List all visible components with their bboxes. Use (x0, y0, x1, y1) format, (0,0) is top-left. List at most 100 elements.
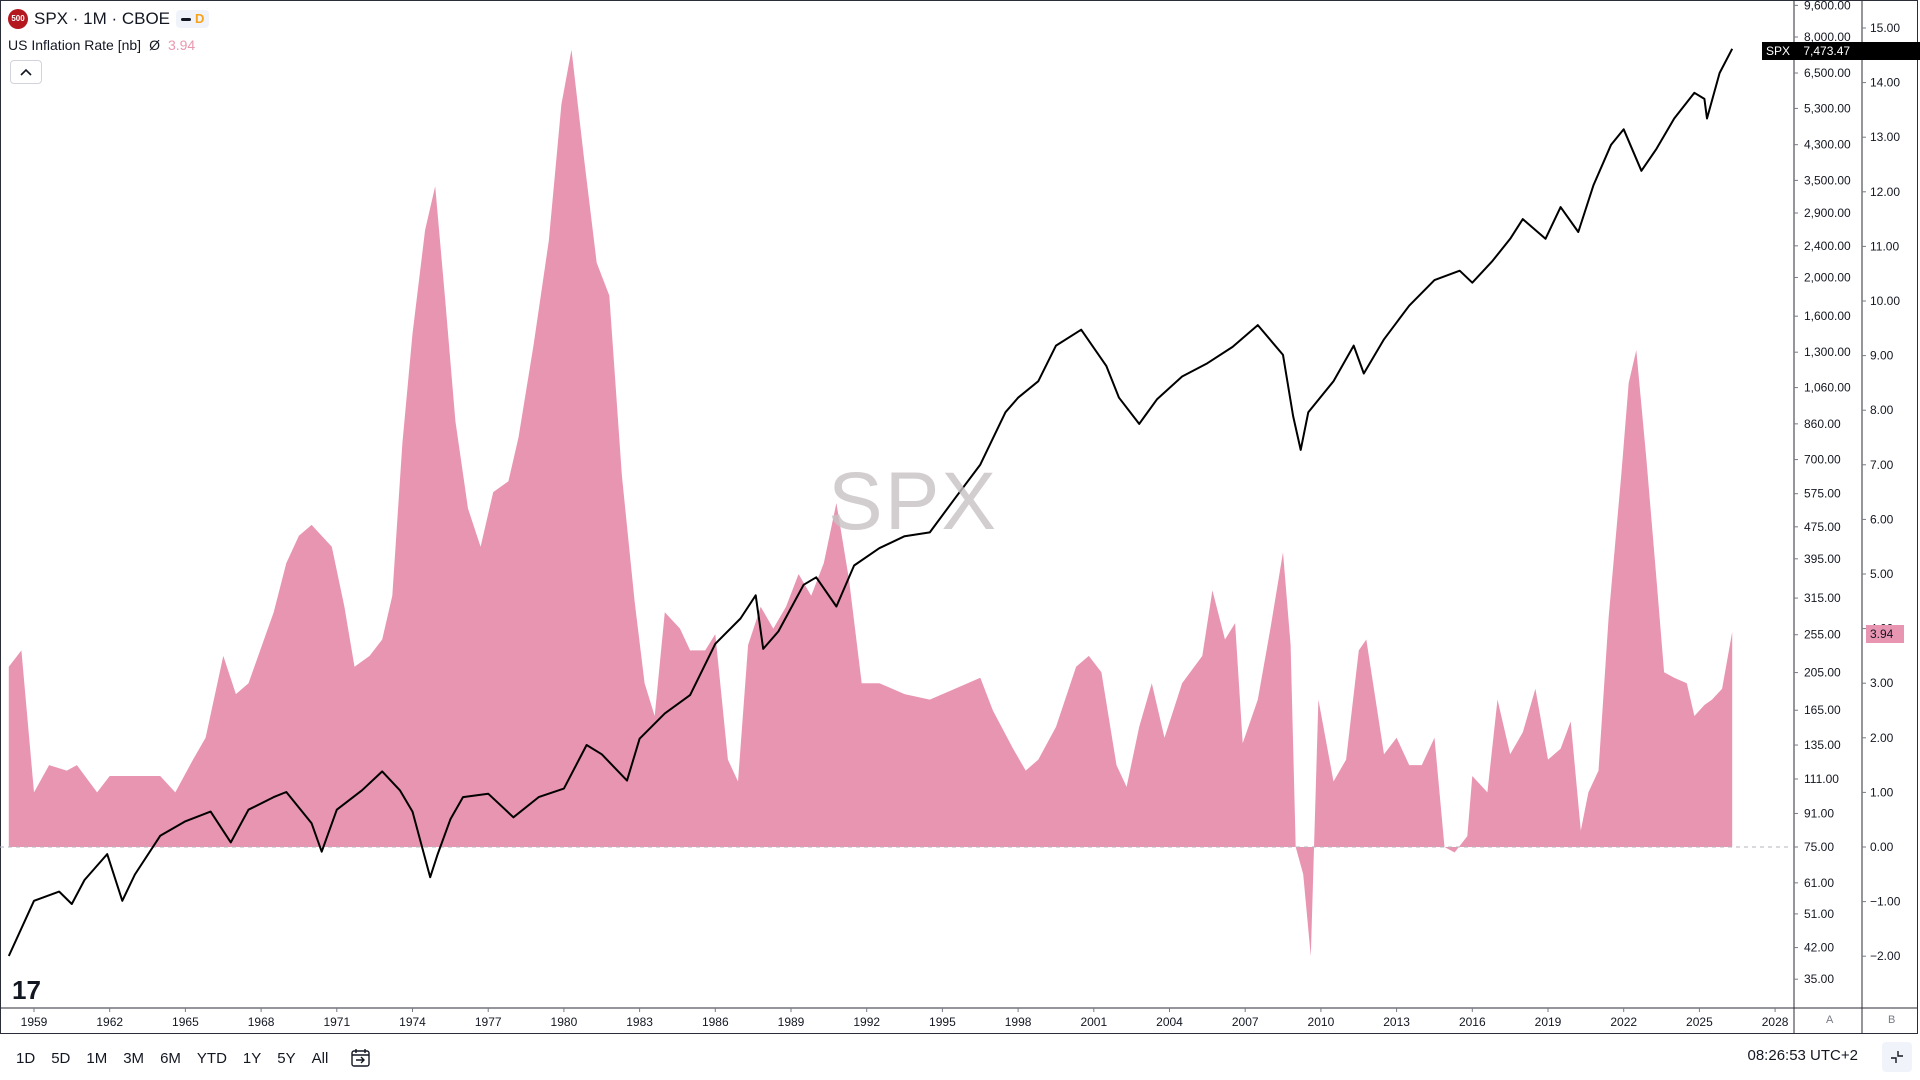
inflation-area (8, 49, 1733, 957)
indicator-name[interactable]: US Inflation Rate [nb] (8, 37, 142, 53)
timeframe-3m[interactable]: 3M (123, 1049, 145, 1067)
left-tick-label: 8,000.00 (1804, 30, 1851, 44)
price-tag-symbol: SPX (1766, 44, 1791, 58)
indicator-value: 3.94 (167, 37, 196, 53)
left-tick-label: 205.00 (1804, 666, 1841, 680)
x-tick-label: 2010 (1308, 1015, 1335, 1029)
left-tick-label: 91.00 (1804, 806, 1834, 820)
x-tick-label: 1962 (96, 1015, 123, 1029)
x-tick-label: 1980 (551, 1015, 578, 1029)
right-tick-label: 13.00 (1870, 130, 1900, 144)
left-tick-label: 165.00 (1804, 703, 1841, 717)
fullscreen-button[interactable] (1882, 1042, 1912, 1072)
spx-price-line (7, 48, 1734, 957)
left-tick-label: 4,300.00 (1804, 138, 1851, 152)
scale-toggle-a[interactable]: A (1826, 1014, 1834, 1026)
x-tick-label: 2013 (1383, 1015, 1410, 1029)
timeframe-ytd[interactable]: YTD (196, 1049, 227, 1067)
left-tick-label: 395.00 (1804, 552, 1841, 566)
price-tag-value: 7,473.47 (1803, 44, 1851, 58)
right-tick-label: 3.00 (1870, 676, 1894, 690)
data-delay-badge: D (195, 11, 205, 26)
x-tick-label: 1968 (248, 1015, 275, 1029)
calendar-goto-icon[interactable] (350, 1047, 372, 1069)
x-tick-label: 1992 (853, 1015, 880, 1029)
left-tick-label: 75.00 (1804, 840, 1834, 854)
clock[interactable]: 08:26:53 UTC+2 (1747, 1047, 1859, 1064)
timeframe-5d[interactable]: 5D (51, 1049, 71, 1067)
x-tick-label: 1977 (475, 1015, 502, 1029)
indicator-legend-row[interactable]: US Inflation Rate [nb] Ø 3.94 (8, 32, 209, 58)
inflation-area-layer (0, 49, 1790, 957)
right-tick-label: 14.00 (1870, 76, 1900, 90)
x-tick-label: 1983 (626, 1015, 653, 1029)
left-tick-label: 575.00 (1804, 487, 1841, 501)
symbol-logo-icon: 500 (8, 9, 28, 29)
left-tick-label: 1,600.00 (1804, 309, 1851, 323)
left-tick-label: 61.00 (1804, 876, 1834, 890)
x-tick-label: 1989 (778, 1015, 805, 1029)
right-tick-label: 5.00 (1870, 567, 1894, 581)
tradingview-logo-icon[interactable]: 17 (12, 975, 41, 1005)
left-tick-label: 111.00 (1804, 772, 1839, 786)
x-tick-label: 2028 (1762, 1015, 1789, 1029)
x-tick-label: 2001 (1080, 1015, 1107, 1029)
x-tick-label: 2007 (1232, 1015, 1259, 1029)
x-tick-label: 1998 (1005, 1015, 1032, 1029)
timeframe-1y[interactable]: 1Y (242, 1049, 262, 1067)
spx-price-tag: SPX 7,473.47 (1762, 42, 1920, 60)
right-tick-label: −2.00 (1870, 949, 1901, 963)
left-tick-label: 1,300.00 (1804, 345, 1851, 359)
left-tick-label: 1,060.00 (1804, 381, 1851, 395)
timeframe-all[interactable]: All (311, 1049, 329, 1067)
scale-toggle-b[interactable]: B (1888, 1014, 1896, 1026)
left-tick-label: 2,400.00 (1804, 239, 1851, 253)
x-tick-label: 1971 (323, 1015, 350, 1029)
left-tick-label: 51.00 (1804, 907, 1834, 921)
indicator-symbol: Ø (149, 37, 160, 53)
timeframe-1d[interactable]: 1D (16, 1049, 36, 1067)
chevron-up-icon (20, 68, 32, 76)
right-tick-label: −1.00 (1870, 895, 1901, 909)
right-tick-label: 7.00 (1870, 458, 1894, 472)
chart-legend: 500 SPX · 1M · CBOE D US Inflation Rate … (8, 6, 210, 58)
left-tick-label: 9,600.00 (1804, 0, 1851, 12)
left-tick-label: 5,300.00 (1804, 101, 1851, 115)
timeframe-5y[interactable]: 5Y (277, 1049, 296, 1067)
left-tick-label: 42.00 (1804, 941, 1834, 955)
timeframe-1m[interactable]: 1M (86, 1049, 108, 1067)
symbol-legend-row[interactable]: 500 SPX · 1M · CBOE D (8, 6, 210, 32)
x-tick-label: 1959 (21, 1015, 48, 1029)
symbol-watermark: SPX (828, 456, 999, 547)
left-tick-label: 860.00 (1804, 417, 1841, 431)
x-tick-label: 1986 (702, 1015, 729, 1029)
x-tick-label: 1995 (929, 1015, 956, 1029)
right-tick-label: 9.00 (1870, 349, 1894, 363)
x-tick-label: 1965 (172, 1015, 199, 1029)
left-tick-label: 3,500.00 (1804, 173, 1851, 187)
right-tick-label: 15.00 (1870, 21, 1900, 35)
left-tick-label: 255.00 (1804, 628, 1841, 642)
right-tick-label: 0.00 (1870, 840, 1894, 854)
right-tick-label: 8.00 (1870, 403, 1894, 417)
right-tick-label: 6.00 (1870, 512, 1894, 526)
left-tick-label: 2,900.00 (1804, 206, 1851, 220)
legend-collapse-button[interactable] (10, 60, 42, 84)
minus-icon (181, 17, 192, 21)
fullscreen-icon (1891, 1051, 1903, 1063)
x-tick-label: 2004 (1156, 1015, 1183, 1029)
x-tick-label: 2022 (1610, 1015, 1637, 1029)
right-tick-label: 10.00 (1870, 294, 1900, 308)
symbol-title[interactable]: SPX · 1M · CBOE (34, 9, 171, 28)
right-tick-label: 2.00 (1870, 731, 1894, 745)
left-tick-label: 6,500.00 (1804, 66, 1851, 80)
axes-layer: 9,600.00 8,000.00 6,500.00 5,300.00 4,300.00… (0, 0, 1918, 1034)
left-tick-label: 35.00 (1804, 972, 1834, 986)
spx-line-layer (7, 48, 1734, 957)
right-tick-label: 11.00 (1870, 239, 1899, 253)
x-tick-label: 2016 (1459, 1015, 1486, 1029)
x-tick-label: 2019 (1535, 1015, 1562, 1029)
symbol-status-chip[interactable]: D (176, 10, 210, 28)
timeframe-6m[interactable]: 6M (160, 1049, 181, 1067)
